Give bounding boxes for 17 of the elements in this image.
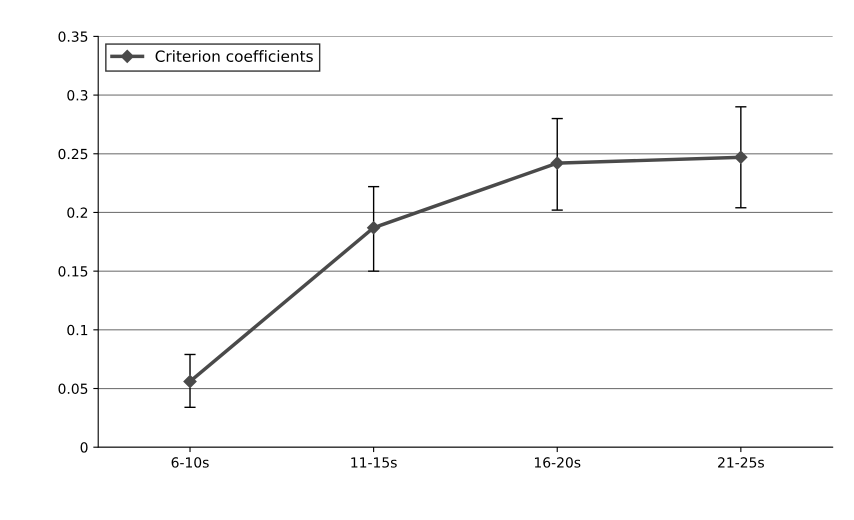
y-tick-label: 0.2 (67, 207, 88, 218)
legend-label: Criterion coefficients (156, 50, 313, 62)
y-tick-label: 0.1 (67, 324, 88, 336)
y-tick-label: 0.35 (58, 31, 88, 42)
y-tick-label: 0 (80, 442, 88, 453)
x-tick-label: 11-15s (351, 457, 397, 468)
x-tick-label: 16-20s (534, 457, 580, 468)
point (550, 156, 564, 170)
y-tick-label: 0.3 (67, 90, 88, 101)
point (183, 374, 197, 388)
x-tick-label: 21-25s (718, 457, 764, 468)
point (367, 221, 380, 234)
y-tick-label: 0.15 (58, 266, 88, 277)
y-tick-label: 0.25 (58, 148, 88, 160)
point (734, 150, 748, 164)
x-tick-label: 6-10s (172, 457, 209, 468)
y-tick-label: 0.05 (58, 383, 88, 394)
